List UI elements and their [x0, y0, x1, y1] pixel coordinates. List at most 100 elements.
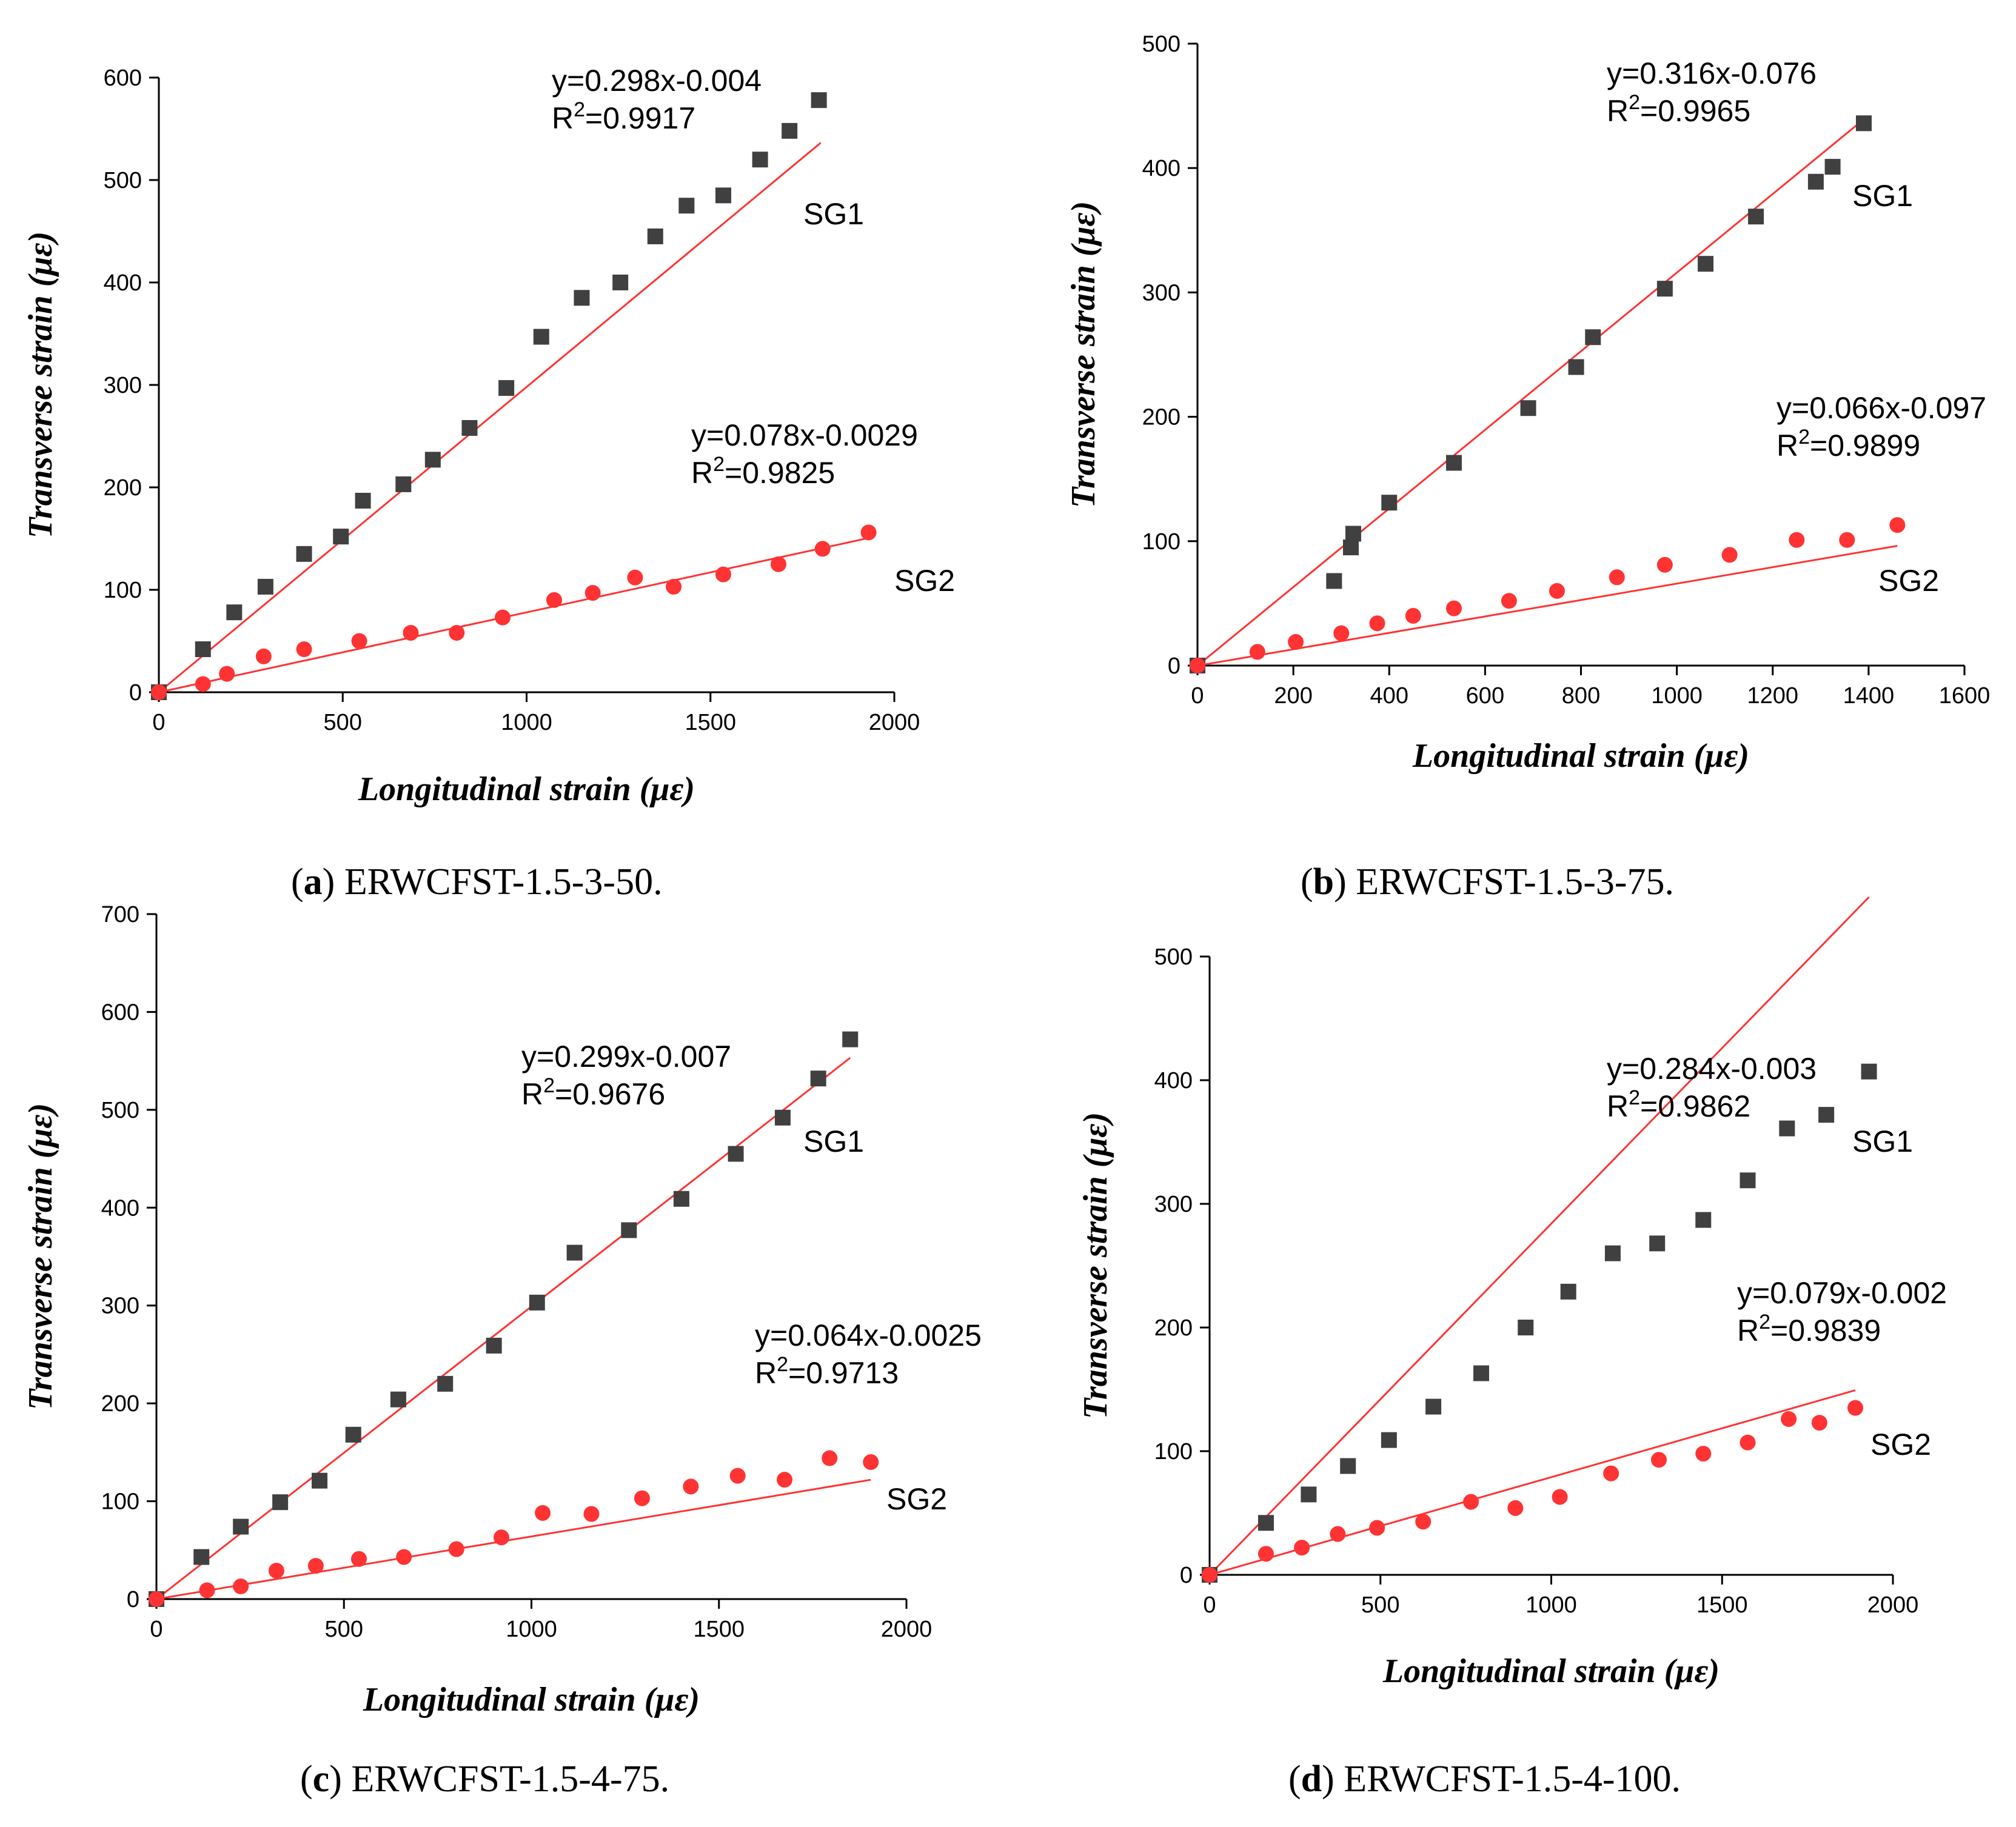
fit-line-sg1: [1208, 896, 1870, 1576]
x-tick-label: 1000: [1651, 683, 1703, 709]
data-point-circle: [449, 624, 465, 641]
fit-line-sg1: [156, 1057, 851, 1600]
x-tick-label: 2000: [869, 710, 920, 735]
y-tick-label: 300: [1154, 1192, 1193, 1217]
fit-line-sg2: [1209, 1389, 1856, 1576]
data-point-circle: [1463, 1494, 1479, 1510]
data-point-square: [1381, 1432, 1397, 1448]
r-squared-prefix: R: [691, 456, 713, 490]
y-tick-label: 0: [1168, 653, 1180, 679]
data-point-circle: [1330, 1526, 1346, 1542]
data-point-square: [312, 1472, 328, 1489]
data-point-circle: [683, 1478, 699, 1495]
data-point-square: [296, 546, 312, 562]
data-point-square: [272, 1494, 289, 1511]
data-point-circle: [149, 1591, 164, 1607]
y-tick-label: 300: [101, 1294, 139, 1319]
caption-letter: d: [1301, 1759, 1322, 1800]
caption-open: (: [1288, 1759, 1301, 1800]
caption-text: ERWCFST-1.5-3-75.: [1347, 861, 1674, 903]
data-point-square: [1656, 281, 1673, 297]
r-squared: R2=0.9839: [1737, 1311, 1881, 1348]
data-point-square: [1818, 1107, 1835, 1123]
caption-close: ): [323, 861, 335, 903]
data-point-square: [1807, 173, 1824, 190]
y-tick-label: 100: [1154, 1439, 1193, 1465]
data-point-square: [1473, 1365, 1489, 1381]
data-point-circle: [296, 641, 312, 658]
r-squared-prefix: R: [1607, 1089, 1629, 1123]
fit-line-sg2: [1197, 544, 1898, 667]
data-point-square: [810, 1070, 826, 1087]
data-point-square: [355, 492, 371, 509]
series-label-sg2: SG2: [894, 564, 955, 598]
r-squared-superscript: 2: [1798, 426, 1810, 449]
y-tick-label: 300: [1142, 280, 1180, 306]
x-tick-label: 200: [1274, 683, 1312, 709]
series-label-sg1: SG1: [1852, 1124, 1913, 1158]
data-point-circle: [1549, 583, 1565, 599]
x-tick-label: 600: [1466, 683, 1504, 709]
data-point-circle: [1839, 532, 1855, 548]
fit-equation: y=0.066x-0.097: [1777, 391, 1986, 425]
data-point-circle: [814, 541, 831, 557]
x-tick-label: 0: [152, 710, 165, 735]
data-point-circle: [403, 624, 419, 641]
data-point-circle: [1811, 1415, 1827, 1431]
y-tick-label: 200: [101, 1391, 139, 1417]
x-axis-title: Longitudinal strain (με): [1412, 737, 1749, 775]
r-squared-value: =0.9713: [788, 1356, 899, 1390]
series-label-sg1: SG1: [803, 1124, 864, 1158]
data-point-square: [345, 1426, 361, 1443]
y-tick-label: 500: [104, 168, 142, 193]
data-point-square: [1855, 115, 1872, 132]
data-point-circle: [715, 566, 731, 583]
data-point-circle: [546, 592, 562, 608]
data-point-square: [1560, 1283, 1576, 1300]
caption-text: ERWCFST-1.5-4-75.: [342, 1759, 669, 1800]
y-tick-label: 0: [127, 1587, 139, 1612]
y-tick-label: 500: [1154, 944, 1193, 970]
x-tick-label: 2000: [1867, 1592, 1919, 1618]
data-point-square: [1445, 455, 1462, 471]
caption-close: ): [1334, 861, 1347, 903]
caption-open: (: [1301, 861, 1313, 903]
data-point-square: [1340, 1458, 1356, 1474]
data-point-circle: [1333, 625, 1350, 641]
data-point-square: [1779, 1120, 1795, 1137]
data-point-square: [612, 275, 629, 290]
series-label-sg2: SG2: [886, 1482, 947, 1516]
data-point-circle: [1740, 1434, 1756, 1451]
x-tick-label: 500: [1361, 1592, 1399, 1618]
data-point-square: [673, 1191, 689, 1207]
y-axis-title: Transverse strain (με): [22, 1103, 59, 1410]
r-squared-superscript: 2: [777, 1353, 788, 1376]
data-point-square: [1740, 1172, 1756, 1189]
data-point-circle: [1369, 615, 1385, 632]
data-point-circle: [1656, 556, 1673, 573]
fit-line-sg1: [158, 142, 822, 693]
data-point-circle: [195, 676, 211, 692]
data-point-circle: [1507, 1500, 1524, 1516]
chart-panel-b: 0 200 400 600 800 1000 1200 1400 1600 0 100 200 300 4…: [1065, 32, 1990, 903]
fit-equation: y=0.284x-0.003: [1607, 1052, 1817, 1086]
data-point-circle: [729, 1468, 746, 1484]
fit-equation: y=0.316x-0.076: [1607, 56, 1817, 90]
data-point-square: [1698, 256, 1714, 272]
data-point-square: [1695, 1212, 1712, 1228]
r-squared-prefix: R: [755, 1356, 777, 1390]
data-point-circle: [627, 569, 643, 586]
r-squared-superscript: 2: [1629, 91, 1640, 114]
r-squared: R2=0.9676: [521, 1074, 665, 1111]
x-tick-label: 800: [1562, 683, 1600, 709]
data-point-circle: [1415, 1514, 1432, 1530]
fit-equation: y=0.079x-0.002: [1737, 1276, 1947, 1310]
data-point-square: [1301, 1486, 1317, 1503]
x-axis-title: Longitudinal strain (με): [363, 1681, 700, 1718]
